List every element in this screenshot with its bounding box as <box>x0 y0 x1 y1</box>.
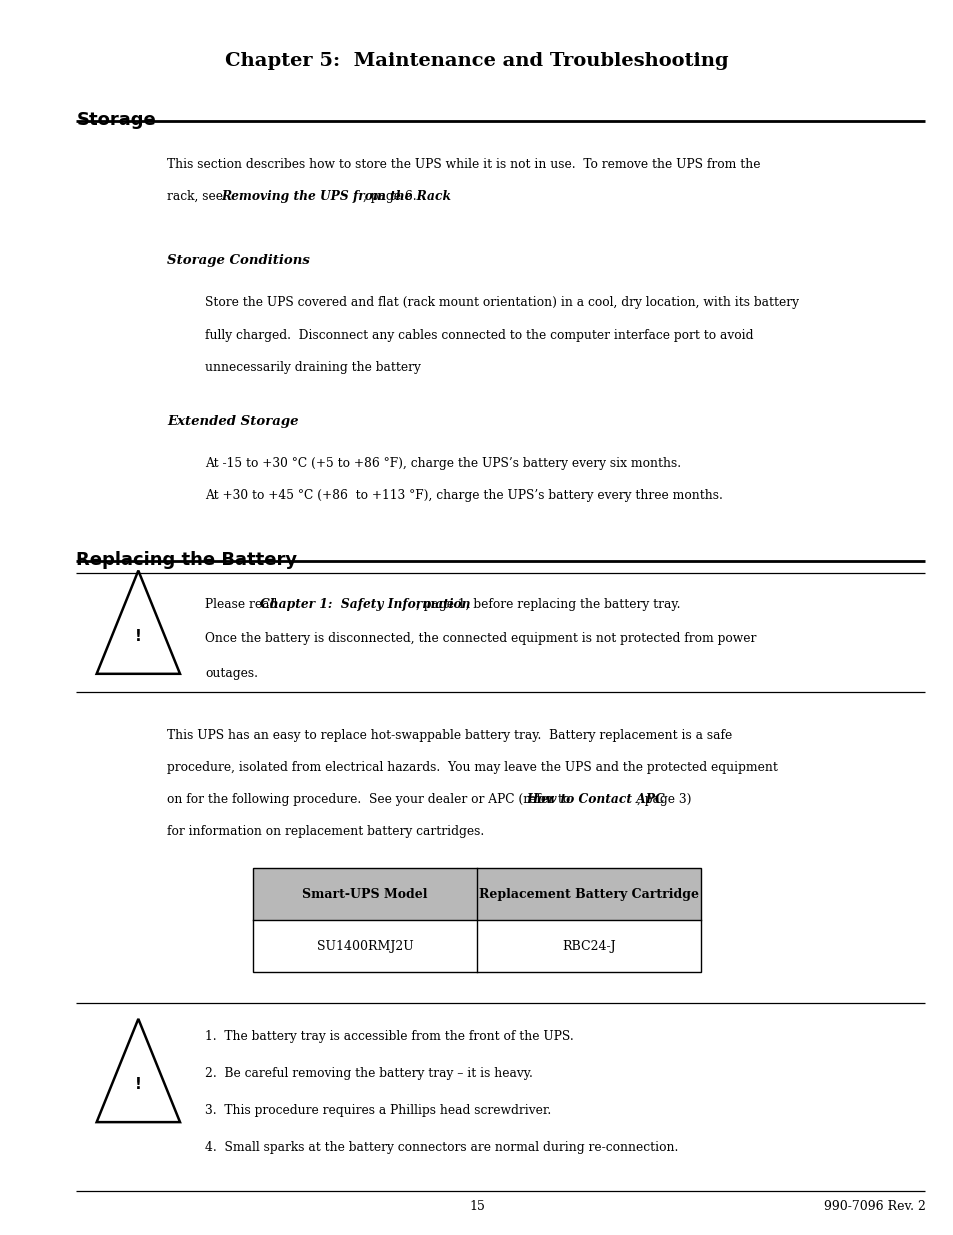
Text: on for the following procedure.  See your dealer or APC (refer to: on for the following procedure. See your… <box>167 793 574 806</box>
Text: Replacing the Battery: Replacing the Battery <box>76 551 297 569</box>
Text: How to Contact APC: How to Contact APC <box>526 793 664 806</box>
Text: fully charged.  Disconnect any cables connected to the computer interface port t: fully charged. Disconnect any cables con… <box>205 329 753 342</box>
Text: outages.: outages. <box>205 667 258 680</box>
Text: rack, see: rack, see <box>167 190 227 204</box>
Text: Replacement Battery Cartridge: Replacement Battery Cartridge <box>478 888 699 900</box>
Bar <box>253 868 700 972</box>
Text: !: ! <box>134 1077 142 1092</box>
Text: !: ! <box>134 629 142 643</box>
Text: SU1400RMJ2U: SU1400RMJ2U <box>316 940 413 952</box>
Text: for information on replacement battery cartridges.: for information on replacement battery c… <box>167 825 484 839</box>
Text: 2.  Be careful removing the battery tray – it is heavy.: 2. Be careful removing the battery tray … <box>205 1067 533 1081</box>
Text: 3.  This procedure requires a Phillips head screwdriver.: 3. This procedure requires a Phillips he… <box>205 1104 551 1118</box>
Text: Please read: Please read <box>205 598 281 611</box>
Text: 1.  The battery tray is accessible from the front of the UPS.: 1. The battery tray is accessible from t… <box>205 1030 574 1044</box>
Text: Smart-UPS Model: Smart-UPS Model <box>302 888 427 900</box>
Text: At +30 to +45 °C (+86  to +113 °F), charge the UPS’s battery every three months.: At +30 to +45 °C (+86 to +113 °F), charg… <box>205 489 722 503</box>
Text: procedure, isolated from electrical hazards.  You may leave the UPS and the prot: procedure, isolated from electrical haza… <box>167 761 777 774</box>
Text: RBC24-J: RBC24-J <box>561 940 616 952</box>
Text: 4.  Small sparks at the battery connectors are normal during re-connection.: 4. Small sparks at the battery connector… <box>205 1141 678 1155</box>
Text: unnecessarily draining the battery: unnecessarily draining the battery <box>205 361 420 374</box>
Text: , page 3): , page 3) <box>637 793 691 806</box>
Text: Once the battery is disconnected, the connected equipment is not protected from : Once the battery is disconnected, the co… <box>205 632 756 646</box>
Text: , page 6.: , page 6. <box>362 190 416 204</box>
Text: This section describes how to store the UPS while it is not in use.  To remove t: This section describes how to store the … <box>167 158 760 172</box>
Text: At -15 to +30 °C (+5 to +86 °F), charge the UPS’s battery every six months.: At -15 to +30 °C (+5 to +86 °F), charge … <box>205 457 680 471</box>
Text: 15: 15 <box>469 1200 484 1214</box>
Text: , page 1, before replacing the battery tray.: , page 1, before replacing the battery t… <box>416 598 679 611</box>
Text: Storage Conditions: Storage Conditions <box>167 254 310 268</box>
Bar <box>253 868 700 920</box>
Text: Extended Storage: Extended Storage <box>167 415 298 429</box>
Text: Storage: Storage <box>76 111 156 130</box>
Text: Chapter 5:  Maintenance and Troubleshooting: Chapter 5: Maintenance and Troubleshooti… <box>225 52 728 70</box>
Text: Store the UPS covered and flat (rack mount orientation) in a cool, dry location,: Store the UPS covered and flat (rack mou… <box>205 296 799 310</box>
Text: Chapter 1:  Safety Information: Chapter 1: Safety Information <box>260 598 471 611</box>
Text: 990-7096 Rev. 2: 990-7096 Rev. 2 <box>822 1200 924 1214</box>
Text: This UPS has an easy to replace hot-swappable battery tray.  Battery replacement: This UPS has an easy to replace hot-swap… <box>167 729 732 742</box>
Text: Removing the UPS from the Rack: Removing the UPS from the Rack <box>221 190 451 204</box>
